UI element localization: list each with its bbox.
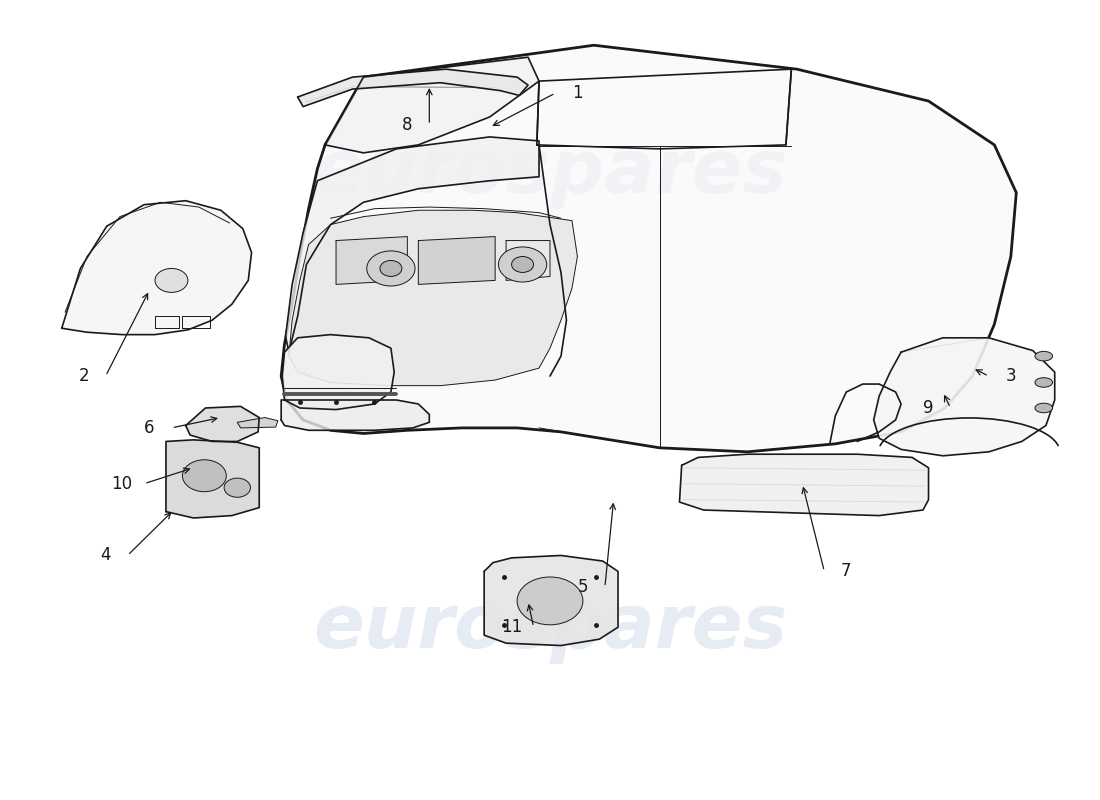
Circle shape bbox=[379, 261, 401, 277]
Polygon shape bbox=[298, 69, 528, 106]
Text: 11: 11 bbox=[500, 618, 522, 636]
Polygon shape bbox=[282, 400, 429, 430]
Polygon shape bbox=[62, 201, 252, 334]
Polygon shape bbox=[418, 237, 495, 285]
Polygon shape bbox=[238, 418, 278, 428]
Text: eurospares: eurospares bbox=[312, 590, 788, 664]
Text: 5: 5 bbox=[578, 578, 588, 596]
Circle shape bbox=[512, 257, 534, 273]
Text: 1: 1 bbox=[572, 84, 583, 102]
Text: 8: 8 bbox=[403, 116, 412, 134]
Text: 3: 3 bbox=[1005, 367, 1016, 385]
Polygon shape bbox=[282, 46, 1016, 452]
Polygon shape bbox=[336, 237, 407, 285]
Polygon shape bbox=[286, 137, 539, 352]
Text: 7: 7 bbox=[842, 562, 851, 581]
Ellipse shape bbox=[1035, 351, 1053, 361]
Polygon shape bbox=[326, 57, 539, 153]
Circle shape bbox=[498, 247, 547, 282]
Text: 10: 10 bbox=[111, 474, 133, 493]
Circle shape bbox=[366, 251, 415, 286]
Circle shape bbox=[517, 577, 583, 625]
Polygon shape bbox=[873, 338, 1055, 456]
Polygon shape bbox=[186, 406, 260, 442]
Polygon shape bbox=[484, 555, 618, 646]
Circle shape bbox=[183, 460, 227, 492]
Polygon shape bbox=[680, 454, 928, 515]
Circle shape bbox=[155, 269, 188, 292]
Text: 4: 4 bbox=[100, 546, 111, 565]
Text: eurospares: eurospares bbox=[312, 136, 788, 210]
Circle shape bbox=[224, 478, 251, 498]
Polygon shape bbox=[283, 334, 394, 410]
Ellipse shape bbox=[1035, 378, 1053, 387]
Text: 9: 9 bbox=[923, 399, 934, 417]
Text: 2: 2 bbox=[78, 367, 89, 385]
Polygon shape bbox=[289, 210, 578, 386]
Polygon shape bbox=[166, 440, 260, 518]
Text: 6: 6 bbox=[144, 419, 155, 437]
Ellipse shape bbox=[1035, 403, 1053, 413]
